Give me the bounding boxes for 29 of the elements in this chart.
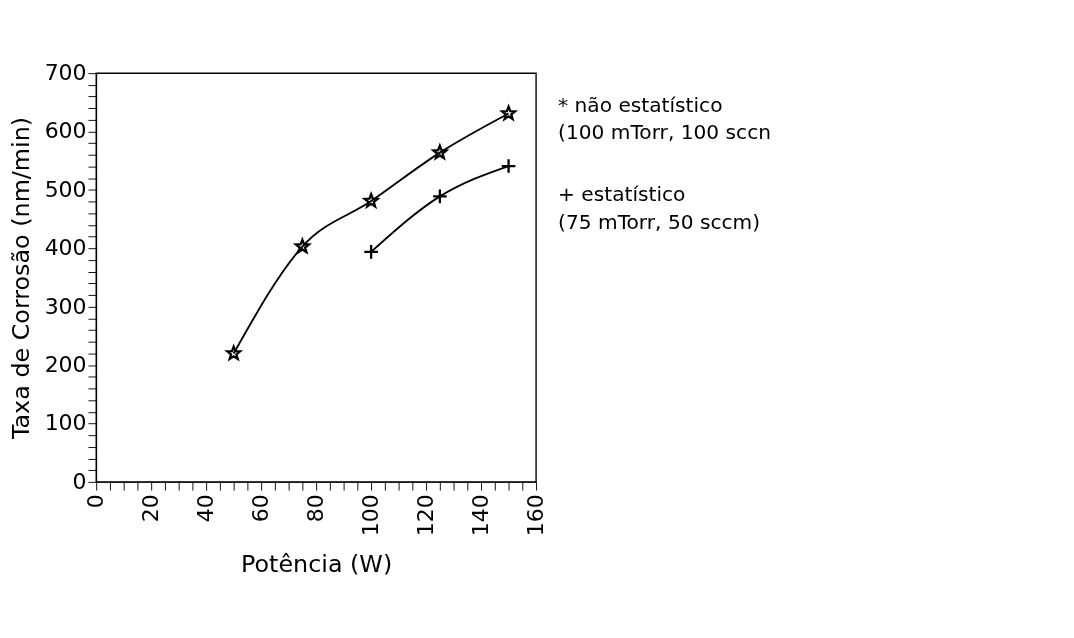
x-tick-label: 80: [303, 494, 329, 523]
text: * não estatístico (100 mTorr, 100 sccn: [558, 92, 772, 145]
y-tick-label: 500: [44, 176, 87, 202]
y-tick-label: 700: [44, 60, 87, 86]
x-tick-label: 20: [138, 494, 164, 523]
y-tick-label: 100: [44, 410, 87, 436]
text: + estatístico (75 mTorr, 50 sccm): [558, 182, 761, 234]
x-tick-label: 0: [83, 494, 109, 509]
point: [361, 191, 381, 210]
x-axis-title: Potência (W): [241, 549, 393, 578]
x-tick-label: 140: [467, 494, 493, 537]
point: [363, 243, 380, 260]
x-tick-label: 120: [412, 494, 438, 537]
y-tick-label: 200: [44, 352, 87, 377]
point: [431, 188, 448, 205]
y-tick-label: 300: [44, 293, 87, 319]
y-axis-title: Taxa de Corrosão (nm/min): [7, 116, 36, 441]
x-tick-label: 160: [522, 494, 548, 537]
y-tick-label: 600: [44, 118, 87, 144]
point: [499, 103, 518, 122]
x-tick-label: 60: [248, 494, 274, 523]
point: [500, 158, 517, 174]
y-tick-label: 400: [44, 235, 87, 261]
x-tick-label: 40: [193, 494, 219, 523]
x-tick-label: 100: [358, 494, 384, 537]
point: [293, 236, 312, 255]
point: [430, 142, 450, 161]
point: [224, 343, 243, 362]
y-tick-label: 0: [72, 468, 87, 494]
